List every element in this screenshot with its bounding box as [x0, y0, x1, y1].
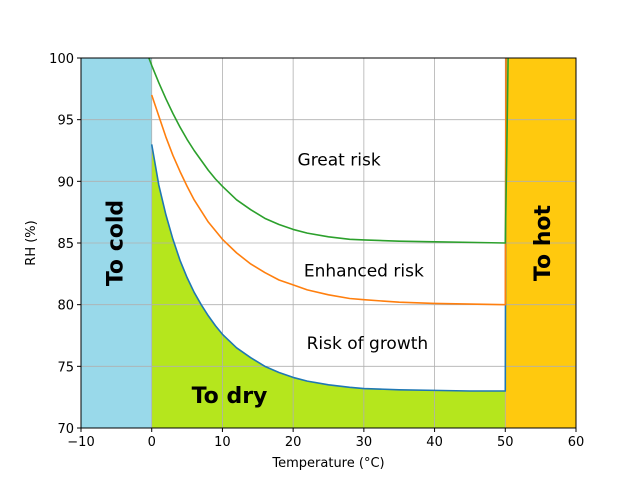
- annotation-label: Great risk: [298, 150, 381, 170]
- x-tick-label: −10: [67, 435, 94, 450]
- region-label-hot: To hot: [531, 204, 556, 281]
- x-tick-label: 50: [497, 435, 514, 450]
- y-axis-label: RH (%): [24, 220, 39, 265]
- annotation-label: Risk of growth: [307, 334, 429, 354]
- x-tick-label: 20: [285, 435, 302, 450]
- y-tick-label: 75: [57, 360, 74, 375]
- y-tick-label: 95: [57, 114, 74, 129]
- x-tick-label: 30: [356, 435, 373, 450]
- x-axis-label: Temperature (°C): [271, 456, 384, 471]
- region-label-dry: To dry: [192, 384, 268, 409]
- y-tick-label: 90: [57, 175, 74, 190]
- annotation-label: Enhanced risk: [304, 261, 424, 281]
- series-line-mid: [150, 57, 507, 306]
- y-tick-label: 85: [57, 237, 74, 252]
- region-dry: [151, 144, 506, 429]
- series-lines: [148, 57, 509, 392]
- y-tick-label: 80: [57, 299, 74, 314]
- series-line-high: [148, 57, 509, 244]
- y-tick-label: 100: [49, 52, 74, 67]
- region-label-cold: To cold: [103, 200, 128, 286]
- x-tick-label: 0: [148, 435, 156, 450]
- x-tick-label: 40: [426, 435, 443, 450]
- axis-ticks: −10 0 10 20 30 40 50 60 70 75 80 85 90 95 100: [49, 52, 584, 450]
- x-tick-label: 10: [214, 435, 231, 450]
- y-tick-label: 70: [57, 422, 74, 437]
- x-tick-label: 60: [568, 435, 585, 450]
- series-line-low: [150, 57, 507, 392]
- chart-labels: To cold To hot To dry Great risk Enhanced ri…: [103, 150, 556, 409]
